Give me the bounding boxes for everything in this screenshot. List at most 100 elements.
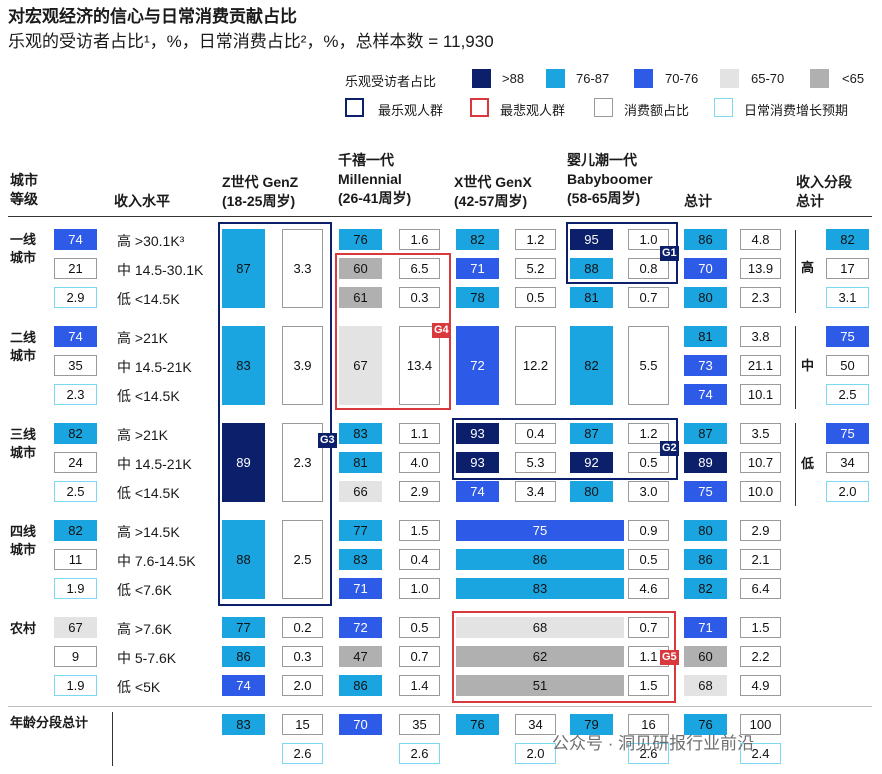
header-income-total: 收入分段 总计 bbox=[796, 174, 852, 209]
age-total-optimism-cell: 83 bbox=[222, 714, 265, 735]
tier-summary-cell: 74 bbox=[54, 229, 97, 250]
tier-summary-cell: 11 bbox=[54, 549, 97, 570]
age-total-optimism-cell: 76 bbox=[456, 714, 499, 735]
genz-optimism-cell: 88 bbox=[222, 520, 265, 599]
legend-box-pessimist bbox=[470, 98, 489, 117]
genz-optimism-cell: 87 bbox=[222, 229, 265, 308]
income-total-growth-cell: 3.1 bbox=[826, 287, 869, 308]
total-spend-cell: 2.2 bbox=[740, 646, 781, 667]
tier-summary-cell: 82 bbox=[54, 520, 97, 541]
boomer-optimism-cell: 92 bbox=[570, 452, 613, 473]
genx-optimism-cell: 72 bbox=[456, 326, 499, 405]
tier-summary-cell: 82 bbox=[54, 423, 97, 444]
millennial-optimism-cell: 76 bbox=[339, 229, 382, 250]
tier-summary-cell: 1.9 bbox=[54, 578, 97, 599]
header-genz: Z世代 GenZ (18-25周岁) bbox=[222, 174, 299, 209]
income-total-growth-cell: 2.5 bbox=[826, 384, 869, 405]
genx-spend-cell: 0.4 bbox=[515, 423, 556, 444]
age-total-growth-cell: 2.6 bbox=[628, 743, 669, 764]
genx-spend-cell: 5.2 bbox=[515, 258, 556, 279]
genx-spend-cell: 12.2 bbox=[515, 326, 556, 405]
legend-box-optimist bbox=[345, 98, 364, 117]
income-level-label: 低 <14.5K bbox=[117, 485, 180, 501]
total-optimism-cell: 81 bbox=[684, 326, 727, 347]
total-optimism-cell: 86 bbox=[684, 229, 727, 250]
genz-spend-cell: 0.3 bbox=[282, 646, 323, 667]
income-level-label: 低 <5K bbox=[117, 679, 161, 695]
boomer-spend-cell: 0.5 bbox=[628, 452, 669, 473]
total-spend-cell: 3.5 bbox=[740, 423, 781, 444]
income-level-label: 低 <14.5K bbox=[117, 388, 180, 404]
header-city-tier: 城市等级 bbox=[10, 172, 38, 207]
genz-spend-cell: 2.3 bbox=[282, 423, 323, 502]
legend-label-65-70: 65-70 bbox=[751, 71, 785, 86]
age-total-optimism-cell: 79 bbox=[570, 714, 613, 735]
tier-summary-cell: 74 bbox=[54, 326, 97, 347]
total-optimism-cell: 68 bbox=[684, 675, 727, 696]
total-optimism-cell: 60 bbox=[684, 646, 727, 667]
boomer-spend-cell: 1.0 bbox=[628, 229, 669, 250]
income-total-divider-low bbox=[795, 423, 796, 506]
millennial-spend-cell: 4.0 bbox=[399, 452, 440, 473]
chart-subtitle: 乐观的受访者占比¹，%，日常消费占比²，%，总样本数 = 11,930 bbox=[8, 32, 494, 51]
group-g5-frame bbox=[452, 611, 676, 703]
boomer-spend-cell: 0.8 bbox=[628, 258, 669, 279]
boomer-spend-cell: 3.0 bbox=[628, 481, 669, 502]
genz-optimism-cell: 86 bbox=[222, 646, 265, 667]
millennial-spend-cell: 0.7 bbox=[399, 646, 440, 667]
tier-summary-cell: 9 bbox=[54, 646, 97, 667]
boomer-spend-cell: 1.2 bbox=[628, 423, 669, 444]
legend-swatch-70-76 bbox=[634, 69, 653, 88]
income-total-spend-cell: 17 bbox=[826, 258, 869, 279]
tier-5-label: 农村 bbox=[10, 621, 37, 636]
income-level-label: 中 5-7.6K bbox=[117, 650, 177, 666]
millennial-optimism-cell: 71 bbox=[339, 578, 382, 599]
legend-label-gt88: >88 bbox=[502, 71, 525, 86]
legend-label-growth: 日常消费增长预期 bbox=[744, 103, 849, 118]
total-spend-cell: 10.7 bbox=[740, 452, 781, 473]
millennial-optimism-cell: 61 bbox=[339, 287, 382, 308]
millennial-optimism-cell: 66 bbox=[339, 481, 382, 502]
millennial-optimism-cell: 60 bbox=[339, 258, 382, 279]
income-total-spend-cell: 50 bbox=[826, 355, 869, 376]
genz-spend-cell: 3.9 bbox=[282, 326, 323, 405]
group-g2-frame bbox=[452, 418, 678, 480]
millennial-spend-cell: 1.0 bbox=[399, 578, 440, 599]
total-spend-cell: 3.8 bbox=[740, 326, 781, 347]
header-total: 总计 bbox=[684, 193, 712, 209]
genz-spend-cell: 0.2 bbox=[282, 617, 323, 638]
header-income: 收入水平 bbox=[114, 193, 170, 209]
millennial-spend-cell: 0.3 bbox=[399, 287, 440, 308]
group-g3-tag: G3 bbox=[318, 433, 337, 448]
genz-optimism-cell: 83 bbox=[222, 326, 265, 405]
total-optimism-cell: 86 bbox=[684, 549, 727, 570]
income-total-divider-high bbox=[795, 230, 796, 313]
genz-optimism-cell: 89 bbox=[222, 423, 265, 502]
genx-boomer-optimism-cell: 51 bbox=[456, 675, 624, 696]
legend-label-optimist: 最乐观人群 bbox=[378, 103, 444, 118]
income-total-optimism-cell: 75 bbox=[826, 423, 869, 444]
income-level-label: 低 <7.6K bbox=[117, 582, 172, 598]
income-total-label-low: 低 bbox=[801, 456, 815, 471]
total-optimism-cell: 87 bbox=[684, 423, 727, 444]
genx-spend-cell: 1.2 bbox=[515, 229, 556, 250]
legend-swatch-65-70 bbox=[720, 69, 739, 88]
genx-boomer-optimism-cell: 62 bbox=[456, 646, 624, 667]
group-g3-frame bbox=[218, 222, 332, 606]
age-total-growth-cell: 2.6 bbox=[399, 743, 440, 764]
millennial-spend-cell: 2.9 bbox=[399, 481, 440, 502]
genx-optimism-cell: 78 bbox=[456, 287, 499, 308]
total-optimism-cell: 80 bbox=[684, 520, 727, 541]
legend-title: 乐观受访者占比 bbox=[345, 74, 437, 89]
genx-optimism-cell: 82 bbox=[456, 229, 499, 250]
tier-summary-cell: 2.9 bbox=[54, 287, 97, 308]
boomer-optimism-cell: 88 bbox=[570, 258, 613, 279]
genx-boomer-optimism-cell: 83 bbox=[456, 578, 624, 599]
legend-label-pessimist: 最悲观人群 bbox=[500, 103, 566, 118]
age-total-spend-cell: 34 bbox=[515, 714, 556, 735]
genx-optimism-cell: 93 bbox=[456, 423, 499, 444]
millennial-spend-cell: 0.4 bbox=[399, 549, 440, 570]
millennial-optimism-cell: 86 bbox=[339, 675, 382, 696]
boomer-optimism-cell: 82 bbox=[570, 326, 613, 405]
income-level-label: 高 >14.5K bbox=[117, 524, 180, 540]
